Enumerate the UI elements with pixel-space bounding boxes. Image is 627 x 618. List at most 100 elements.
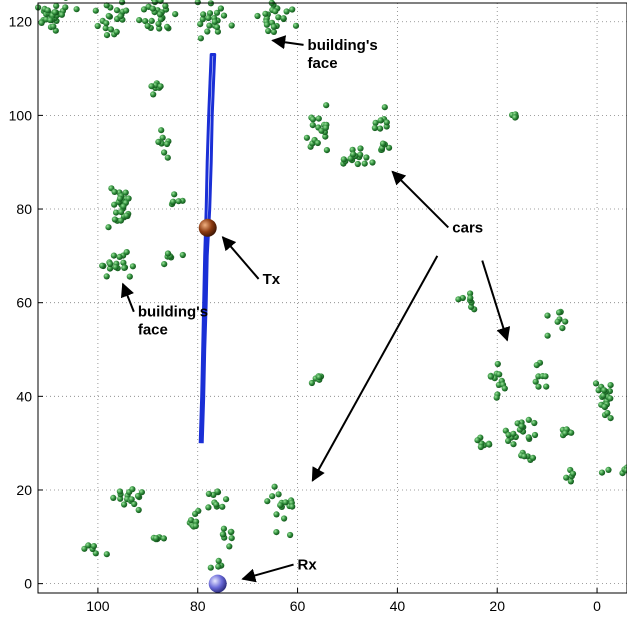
y-tick-label: 80: [16, 201, 32, 217]
scatter-point: [598, 469, 606, 476]
scatter-point: [205, 490, 212, 497]
annotation-labels: building's face building's face Tx cars Rx: [138, 37, 483, 574]
scatter-point: [493, 394, 500, 401]
scatter-point: [111, 188, 118, 195]
scatter-point: [121, 501, 128, 508]
scatter-point: [283, 8, 290, 15]
scatter-point: [179, 251, 186, 259]
scatter-point: [128, 496, 135, 503]
scatter-point: [170, 198, 177, 205]
scatter-point: [501, 385, 508, 392]
scatter-point: [171, 191, 178, 198]
scatter-point: [148, 83, 155, 90]
scatter-point: [107, 260, 114, 268]
scatter-point: [289, 6, 296, 13]
x-tick-label: 80: [190, 598, 206, 614]
scatter-point: [123, 212, 130, 219]
y-tick-label: 120: [9, 14, 33, 30]
scatter-point: [140, 6, 148, 13]
scatter-point: [281, 515, 288, 522]
scatter-point: [562, 318, 569, 325]
scatter-point: [228, 528, 235, 536]
scatter-point: [99, 262, 106, 269]
scatter-point: [123, 7, 130, 14]
scatter-point: [163, 140, 171, 148]
scatter-point: [205, 14, 212, 22]
scatter-point: [156, 25, 163, 32]
scatter-point: [521, 453, 528, 460]
scatter-point: [58, 11, 65, 18]
scatter-point: [161, 149, 168, 156]
scatter-point: [543, 383, 550, 390]
scatter-point: [149, 5, 156, 12]
scatter-point: [559, 325, 566, 332]
scatter-point: [544, 312, 551, 319]
scatter-point: [272, 8, 279, 15]
scatter-point: [569, 470, 577, 477]
scatter-point: [275, 14, 282, 21]
scatter-point: [204, 28, 211, 35]
scatter-point: [494, 360, 501, 368]
scatter-point: [220, 525, 227, 532]
scatter-point: [554, 318, 561, 325]
scatter-point: [544, 332, 551, 339]
scatter-point: [44, 7, 51, 14]
scatter-point: [158, 127, 165, 134]
scatter-point: [214, 488, 221, 495]
scatter-point: [120, 259, 127, 266]
scatter-point: [113, 209, 120, 216]
scatter-point: [269, 493, 276, 500]
scatter-point: [568, 429, 575, 436]
scatter-point: [197, 35, 204, 42]
annotation-arrow: [241, 563, 294, 583]
annotation-label: cars: [452, 219, 483, 236]
plot-frame: [37, 2, 627, 594]
scatter-point: [53, 2, 60, 9]
scatter-point: [309, 122, 316, 129]
scatter-point: [138, 489, 145, 496]
scatter-point: [103, 20, 110, 27]
scatter-point: [354, 160, 361, 168]
scatter-point: [150, 91, 157, 98]
scatter-point: [289, 503, 296, 510]
scatter-point: [192, 510, 199, 517]
scatter-point: [316, 374, 323, 381]
scatter-point: [116, 195, 124, 202]
annotation-label: building's face: [308, 37, 378, 72]
y-tick-label: 40: [16, 388, 32, 404]
scatter-point: [200, 11, 207, 18]
scatter-point: [531, 431, 539, 439]
scatter-point: [113, 28, 120, 35]
scatter-point: [265, 27, 272, 35]
scatter-point: [107, 26, 115, 33]
scatter-point: [215, 557, 222, 565]
annotation-arrow: [391, 170, 450, 229]
scatter-point: [155, 20, 162, 27]
scatter-point: [525, 416, 532, 423]
scatter-point: [369, 159, 376, 166]
scatter-point: [148, 17, 155, 24]
scatter-point: [134, 492, 142, 500]
scatter-point: [142, 18, 149, 25]
tx-marker: [198, 218, 217, 237]
scatter-point: [228, 22, 235, 29]
cars-arrow: [481, 260, 511, 342]
scatter-point: [377, 117, 384, 124]
scatter-point: [219, 503, 226, 510]
scatter-point: [563, 474, 570, 481]
scatter-point: [605, 466, 612, 473]
scatter-point: [601, 403, 608, 410]
annotation-arrow: [120, 282, 135, 313]
scatter-point: [164, 154, 171, 161]
cars-arrow: [311, 255, 439, 482]
scatter-point: [62, 4, 69, 11]
scatter-point: [467, 290, 474, 297]
scatter-point: [217, 5, 224, 12]
scatter-point: [562, 430, 569, 437]
scatter-point: [273, 511, 280, 518]
scatter-point: [505, 437, 512, 444]
scatter-point: [213, 501, 220, 508]
scatter-point: [323, 102, 330, 109]
scatter-point: [486, 441, 493, 448]
scatter-point: [207, 564, 214, 571]
